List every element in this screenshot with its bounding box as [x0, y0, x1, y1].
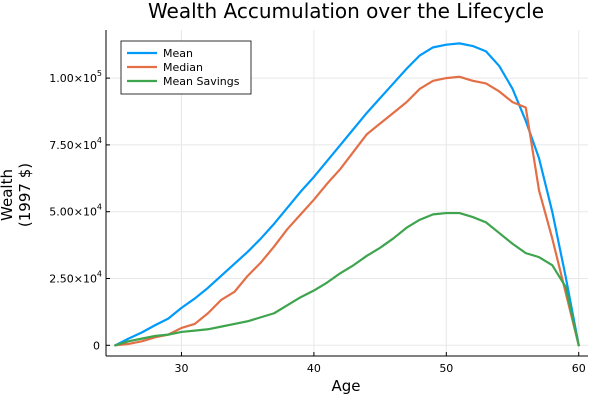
legend-label-mean-savings: Mean Savings [163, 75, 240, 88]
legend: Mean Median Mean Savings [120, 40, 252, 95]
axes [105, 30, 588, 357]
x-tick-label: 40 [307, 362, 321, 375]
y-axis-label: Wealth (1997 $) [0, 163, 34, 227]
legend-entry-median: Median [127, 61, 203, 74]
series-line-mean [114, 42, 580, 347]
y-tick-label: 7.50×10 [49, 139, 97, 152]
y-tick-exponent: 5 [97, 69, 102, 78]
x-axis-label: Age [331, 377, 360, 395]
y-tick-exponent: 4 [97, 270, 102, 279]
series [114, 42, 580, 347]
legend-entry-mean-savings: Mean Savings [127, 75, 240, 88]
y-tick-label: 2.50×10 [49, 273, 97, 286]
legend-label-median: Median [163, 61, 203, 74]
y-tick-label: 1.00×10 [49, 72, 97, 85]
y-axis-label-line-2: (1997 $) [16, 163, 34, 227]
y-tick-label: 0 [93, 339, 100, 352]
x-tick-label: 50 [439, 362, 453, 375]
grid [106, 30, 588, 356]
y-tick-label: 5.00×10 [49, 206, 97, 219]
y-tick-exponent: 4 [97, 203, 102, 212]
y-axis-label-line-1: Wealth [0, 169, 16, 221]
chart-title: Wealth Accumulation over the Lifecycle [148, 0, 544, 23]
x-tick-label: 60 [572, 362, 586, 375]
legend-label-mean: Mean [163, 47, 193, 60]
y-tick-exponent: 4 [97, 136, 102, 145]
series-line-median [114, 75, 580, 347]
series-line-mean-savings [114, 211, 580, 347]
x-tick-label: 30 [174, 362, 188, 375]
legend-entry-mean: Mean [127, 47, 193, 60]
